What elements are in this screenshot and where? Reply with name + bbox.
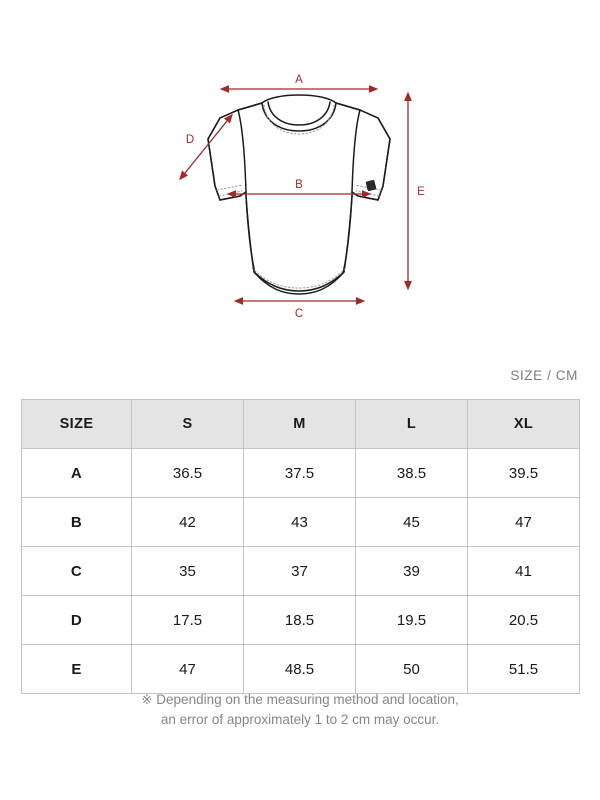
cell-d-s: 17.5 bbox=[131, 595, 244, 645]
measure-label-e: E bbox=[417, 186, 425, 198]
row-label-a: A bbox=[21, 448, 132, 498]
measure-label-c: C bbox=[295, 308, 303, 320]
table-row: D 17.5 18.5 19.5 20.5 bbox=[21, 595, 580, 645]
measure-arrow-c: C bbox=[233, 297, 366, 320]
column-header-s: S bbox=[131, 399, 244, 449]
size-table-head: SIZE S M L XL bbox=[21, 399, 580, 449]
table-row: C 35 37 39 41 bbox=[21, 546, 580, 596]
cell-d-xl: 20.5 bbox=[467, 595, 580, 645]
right-side-seam bbox=[342, 195, 353, 274]
sleeve-tag-icon bbox=[365, 179, 377, 192]
disclaimer-line-2: an error of approximately 1 to 2 cm may … bbox=[160, 712, 440, 727]
collar-stitch bbox=[263, 104, 335, 135]
unit-caption: SIZE / CM bbox=[510, 368, 578, 383]
cell-a-s: 36.5 bbox=[131, 448, 244, 498]
measure-label-d: D bbox=[186, 134, 194, 146]
disclaimer-line-1: ※ Depending on the measuring method and … bbox=[141, 692, 459, 707]
left-shoulder-seam bbox=[237, 102, 263, 111]
column-header-xl: XL bbox=[467, 399, 580, 449]
cell-a-l: 38.5 bbox=[355, 448, 468, 498]
cell-b-s: 42 bbox=[131, 497, 244, 547]
right-armhole-seam bbox=[351, 109, 361, 193]
cell-c-xl: 41 bbox=[467, 546, 580, 596]
cell-d-m: 18.5 bbox=[243, 595, 356, 645]
row-label-d: D bbox=[21, 595, 132, 645]
table-header-row: SIZE S M L XL bbox=[21, 399, 580, 449]
cell-a-m: 37.5 bbox=[243, 448, 356, 498]
measure-label-a: A bbox=[295, 74, 303, 86]
measure-arrow-d: D bbox=[179, 113, 233, 181]
size-table-container: SIZE S M L XL A 36.5 37.5 38.5 39.5 B 42 bbox=[21, 399, 580, 694]
cell-e-s: 47 bbox=[131, 644, 244, 694]
measure-label-b: B bbox=[295, 179, 303, 191]
size-table-body: A 36.5 37.5 38.5 39.5 B 42 43 45 47 C 35… bbox=[21, 448, 580, 694]
collar-inner bbox=[267, 101, 331, 126]
right-shoulder-seam bbox=[335, 102, 361, 111]
left-armhole-seam bbox=[237, 109, 247, 193]
hem-outer-curve bbox=[253, 271, 345, 295]
table-row: B 42 43 45 47 bbox=[21, 497, 580, 547]
cell-c-m: 37 bbox=[243, 546, 356, 596]
cell-c-l: 39 bbox=[355, 546, 468, 596]
hem-stitch bbox=[251, 267, 347, 289]
measure-arrow-e: E bbox=[404, 91, 425, 291]
cell-e-xl: 51.5 bbox=[467, 644, 580, 694]
row-label-b: B bbox=[21, 497, 132, 547]
cell-b-xl: 47 bbox=[467, 497, 580, 547]
size-table: SIZE S M L XL A 36.5 37.5 38.5 39.5 B 42 bbox=[21, 399, 580, 694]
column-header-size: SIZE bbox=[21, 399, 132, 449]
row-label-c: C bbox=[21, 546, 132, 596]
cell-c-s: 35 bbox=[131, 546, 244, 596]
left-side-seam bbox=[245, 195, 256, 274]
cell-d-l: 19.5 bbox=[355, 595, 468, 645]
cell-a-xl: 39.5 bbox=[467, 448, 580, 498]
row-label-e: E bbox=[21, 644, 132, 694]
cell-e-m: 48.5 bbox=[243, 644, 356, 694]
cell-b-m: 43 bbox=[243, 497, 356, 547]
cell-b-l: 45 bbox=[355, 497, 468, 547]
table-row: A 36.5 37.5 38.5 39.5 bbox=[21, 448, 580, 498]
table-row: E 47 48.5 50 51.5 bbox=[21, 644, 580, 694]
column-header-m: M bbox=[243, 399, 356, 449]
cell-e-l: 50 bbox=[355, 644, 468, 694]
column-header-l: L bbox=[355, 399, 468, 449]
measure-arrow-b: B bbox=[226, 179, 372, 198]
measure-arrow-a: A bbox=[219, 74, 379, 93]
tshirt-illustration: A B C D E bbox=[0, 0, 600, 345]
left-cuff-stitch bbox=[216, 184, 244, 191]
measurement-disclaimer: ※ Depending on the measuring method and … bbox=[0, 690, 600, 730]
